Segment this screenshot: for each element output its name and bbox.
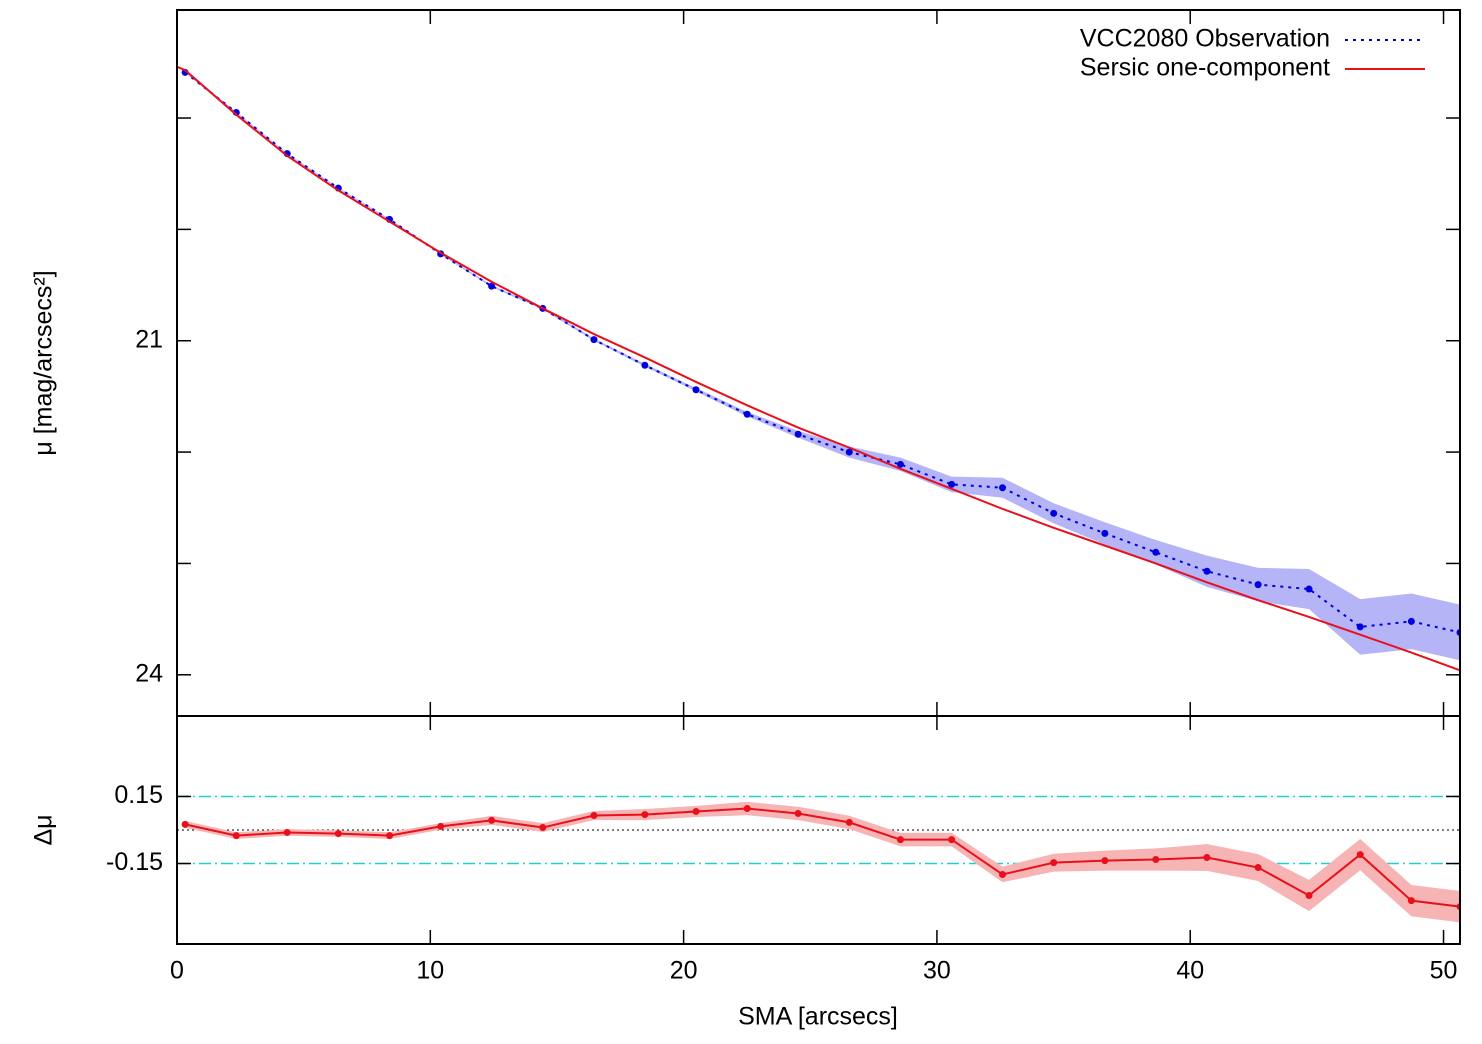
data-point <box>1101 857 1109 865</box>
y-tick-label: 24 <box>135 659 163 687</box>
data-point <box>845 818 853 826</box>
x-tick-label: 10 <box>416 957 444 985</box>
x-axis-label: SMA [arcsecs] <box>738 1003 898 1031</box>
data-point <box>794 809 802 817</box>
data-point <box>743 805 751 813</box>
y-axis-label: Δμ <box>30 814 58 845</box>
data-point <box>1050 859 1058 867</box>
y-tick-label: -0.15 <box>106 848 163 876</box>
data-point <box>1305 585 1313 593</box>
data-point <box>590 811 598 819</box>
data-point <box>488 816 496 824</box>
data-line <box>184 807 1460 908</box>
data-point <box>692 807 700 815</box>
data-point <box>948 836 956 844</box>
data-point <box>1407 617 1415 625</box>
legend-label: VCC2080 Observation <box>1080 25 1330 53</box>
data-point <box>1203 567 1211 575</box>
error-band <box>185 801 1460 923</box>
data-point <box>1356 851 1364 859</box>
data-point <box>1254 864 1262 872</box>
data-point <box>896 836 904 844</box>
data-point <box>386 832 394 840</box>
data-point <box>334 830 342 838</box>
data-point <box>232 832 240 840</box>
x-tick-label: 40 <box>1176 957 1204 985</box>
data-line <box>177 65 1460 672</box>
data-point <box>437 822 445 830</box>
data-point <box>590 336 598 344</box>
data-point <box>1050 509 1058 517</box>
data-point <box>283 828 291 836</box>
y-tick-label: 21 <box>135 325 163 353</box>
data-point <box>539 824 547 832</box>
data-point <box>692 386 700 394</box>
plot-frame <box>176 9 1461 717</box>
data-point <box>896 460 904 468</box>
data-point <box>1356 623 1364 631</box>
y-tick-label: 0.15 <box>114 781 163 809</box>
data-point <box>641 361 649 369</box>
plot-frame <box>176 715 1461 945</box>
data-point <box>1152 856 1160 864</box>
error-band <box>185 71 1460 661</box>
data-point <box>1203 853 1211 861</box>
x-tick-label: 20 <box>670 957 698 985</box>
data-point <box>999 870 1007 878</box>
data-point <box>999 484 1007 492</box>
data-point <box>1152 548 1160 556</box>
data-point <box>1101 529 1109 537</box>
x-tick-label: 0 <box>170 957 184 985</box>
data-point <box>743 410 751 418</box>
data-point <box>845 448 853 456</box>
data-point <box>1407 897 1415 905</box>
data-line <box>184 71 1460 634</box>
x-tick-label: 50 <box>1430 957 1458 985</box>
data-point <box>1254 581 1262 589</box>
data-point <box>948 480 956 488</box>
y-axis-label: μ [mag/arcsecs²] <box>30 270 58 455</box>
legend-label: Sersic one-component <box>1080 54 1330 82</box>
data-point <box>181 820 189 828</box>
data-point <box>794 430 802 438</box>
data-point <box>488 282 496 290</box>
x-tick-label: 30 <box>923 957 951 985</box>
data-point <box>1305 891 1313 899</box>
data-point <box>641 811 649 819</box>
